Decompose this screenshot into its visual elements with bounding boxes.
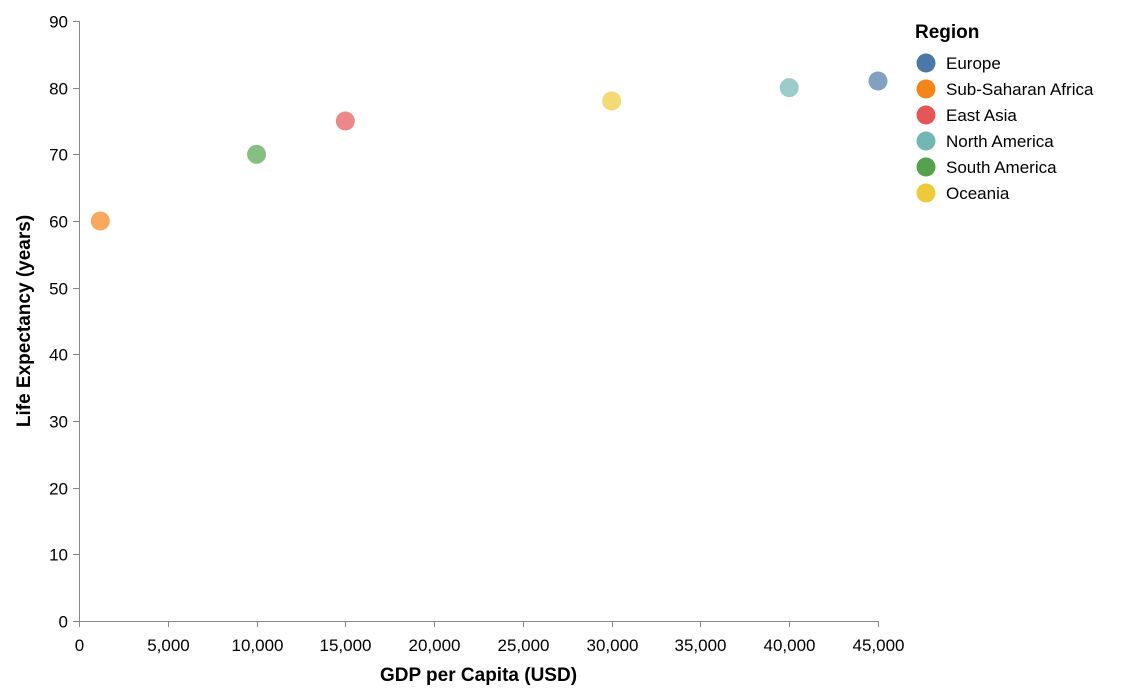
y-tick-label: 60	[49, 213, 68, 232]
y-tick-label: 20	[49, 480, 68, 499]
y-tick-label: 90	[49, 13, 68, 32]
legend-label: Europe	[946, 54, 1001, 73]
data-point	[602, 91, 622, 111]
legend-swatch	[916, 53, 936, 73]
x-tick-label: 5,000	[147, 636, 190, 655]
y-tick-label: 50	[49, 280, 68, 299]
legend-title: Region	[915, 22, 979, 43]
x-tick-label: 10,000	[232, 636, 284, 655]
legend-label: East Asia	[946, 106, 1017, 125]
legend: Region Europe Sub-Saharan Africa East Asia…	[915, 22, 1094, 203]
y-tick-label: 40	[49, 346, 68, 365]
x-tick-label: 20,000	[409, 636, 461, 655]
y-tick-label: 70	[49, 146, 68, 165]
y-axis-title: Life Expectancy (years)	[14, 215, 35, 427]
legend-swatch	[916, 157, 936, 177]
data-point	[779, 78, 799, 98]
x-tick-label: 35,000	[675, 636, 727, 655]
y-tick-label: 80	[49, 80, 68, 99]
data-point	[247, 144, 267, 164]
y-tick-label: 0	[59, 613, 68, 632]
data-points	[90, 71, 888, 231]
data-point	[868, 71, 888, 91]
legend-label: North America	[946, 132, 1054, 151]
legend-swatch	[916, 131, 936, 151]
legend-label: Oceania	[946, 184, 1010, 203]
legend-label: South America	[946, 158, 1057, 177]
x-tick-label: 25,000	[498, 636, 550, 655]
x-tick-label: 0	[75, 636, 84, 655]
y-tick-label: 30	[49, 413, 68, 432]
legend-swatch	[916, 79, 936, 99]
x-tick-label: 15,000	[320, 636, 372, 655]
y-tick-label: 10	[49, 546, 68, 565]
legend-label: Sub-Saharan Africa	[946, 80, 1094, 99]
x-tick-label: 45,000	[853, 636, 905, 655]
x-axis-title: GDP per Capita (USD)	[380, 665, 577, 686]
x-axis: 0 5,000 10,000 15,000 20,000 25,000 30,000 35,0…	[75, 621, 905, 655]
data-point	[335, 111, 355, 131]
legend-swatch	[916, 105, 936, 125]
x-tick-label: 40,000	[764, 636, 816, 655]
data-point	[90, 211, 110, 231]
y-axis: 0 10 20 30 40 50 60 70 80 90	[49, 13, 80, 632]
legend-swatch	[916, 183, 936, 203]
x-tick-label: 30,000	[587, 636, 639, 655]
